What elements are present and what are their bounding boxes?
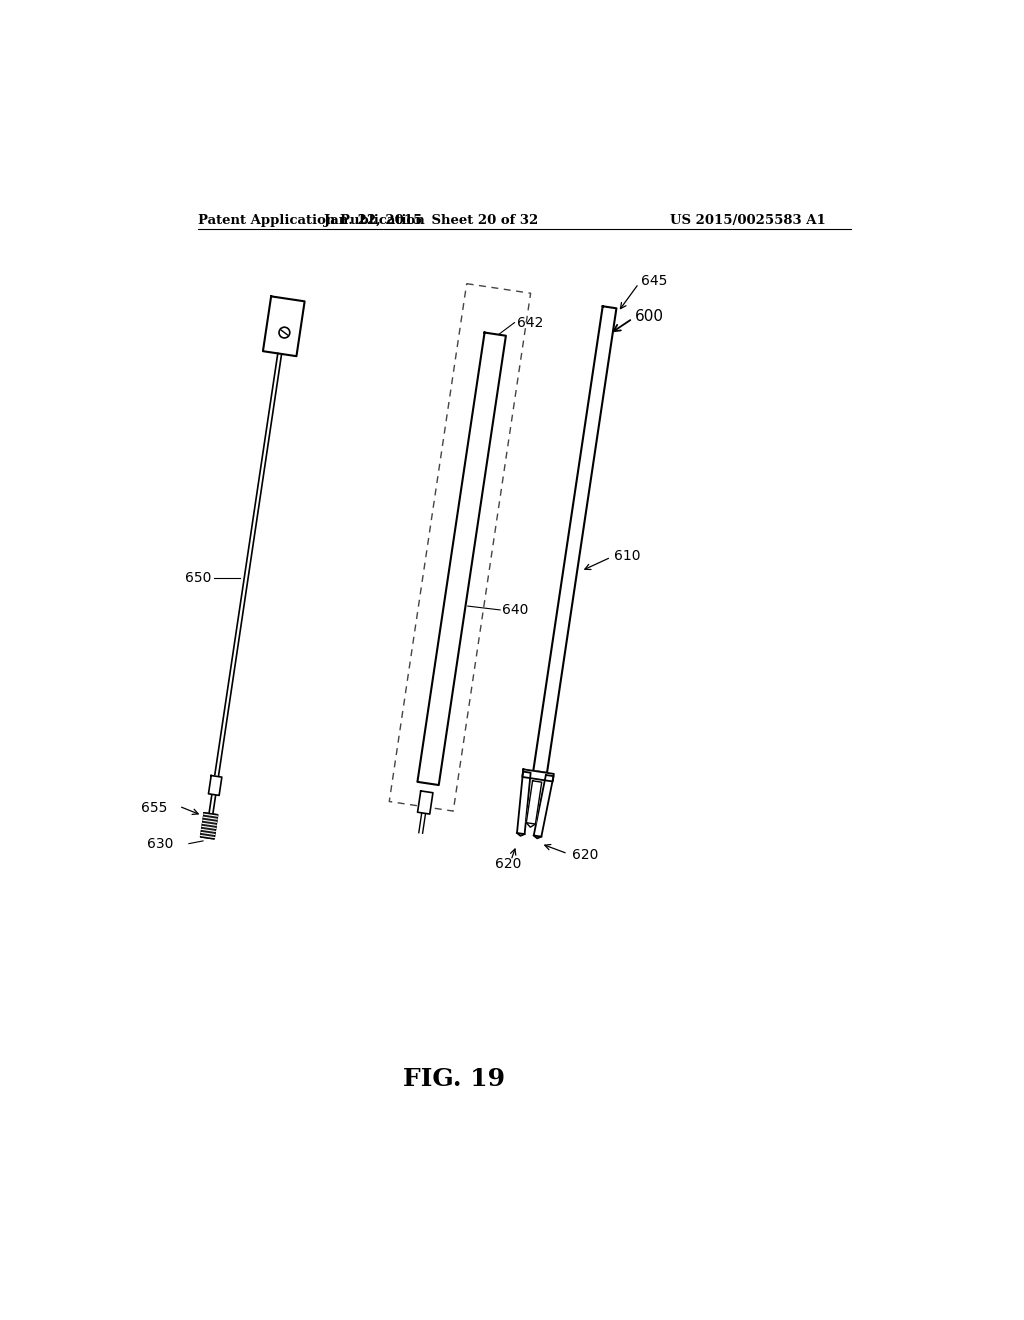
Text: 650: 650: [185, 570, 212, 585]
Text: 630: 630: [146, 837, 173, 851]
Text: 610: 610: [614, 549, 641, 562]
Text: 642: 642: [517, 315, 543, 330]
Polygon shape: [209, 776, 222, 796]
Text: Patent Application Publication: Patent Application Publication: [199, 214, 425, 227]
Polygon shape: [201, 813, 218, 840]
Polygon shape: [418, 791, 433, 814]
Polygon shape: [522, 770, 554, 781]
Text: 645: 645: [641, 275, 668, 288]
Polygon shape: [418, 333, 506, 785]
Polygon shape: [517, 772, 530, 834]
Polygon shape: [263, 297, 305, 356]
Polygon shape: [526, 781, 542, 824]
Text: FIG. 19: FIG. 19: [402, 1067, 505, 1092]
Polygon shape: [534, 306, 616, 772]
Text: Jan. 22, 2015  Sheet 20 of 32: Jan. 22, 2015 Sheet 20 of 32: [324, 214, 538, 227]
Polygon shape: [534, 775, 554, 837]
Text: 600: 600: [635, 309, 664, 323]
Text: US 2015/0025583 A1: US 2015/0025583 A1: [670, 214, 825, 227]
Text: 620: 620: [496, 857, 522, 871]
Text: 620: 620: [571, 849, 598, 862]
Text: 640: 640: [503, 603, 528, 616]
Text: 655: 655: [141, 801, 168, 814]
